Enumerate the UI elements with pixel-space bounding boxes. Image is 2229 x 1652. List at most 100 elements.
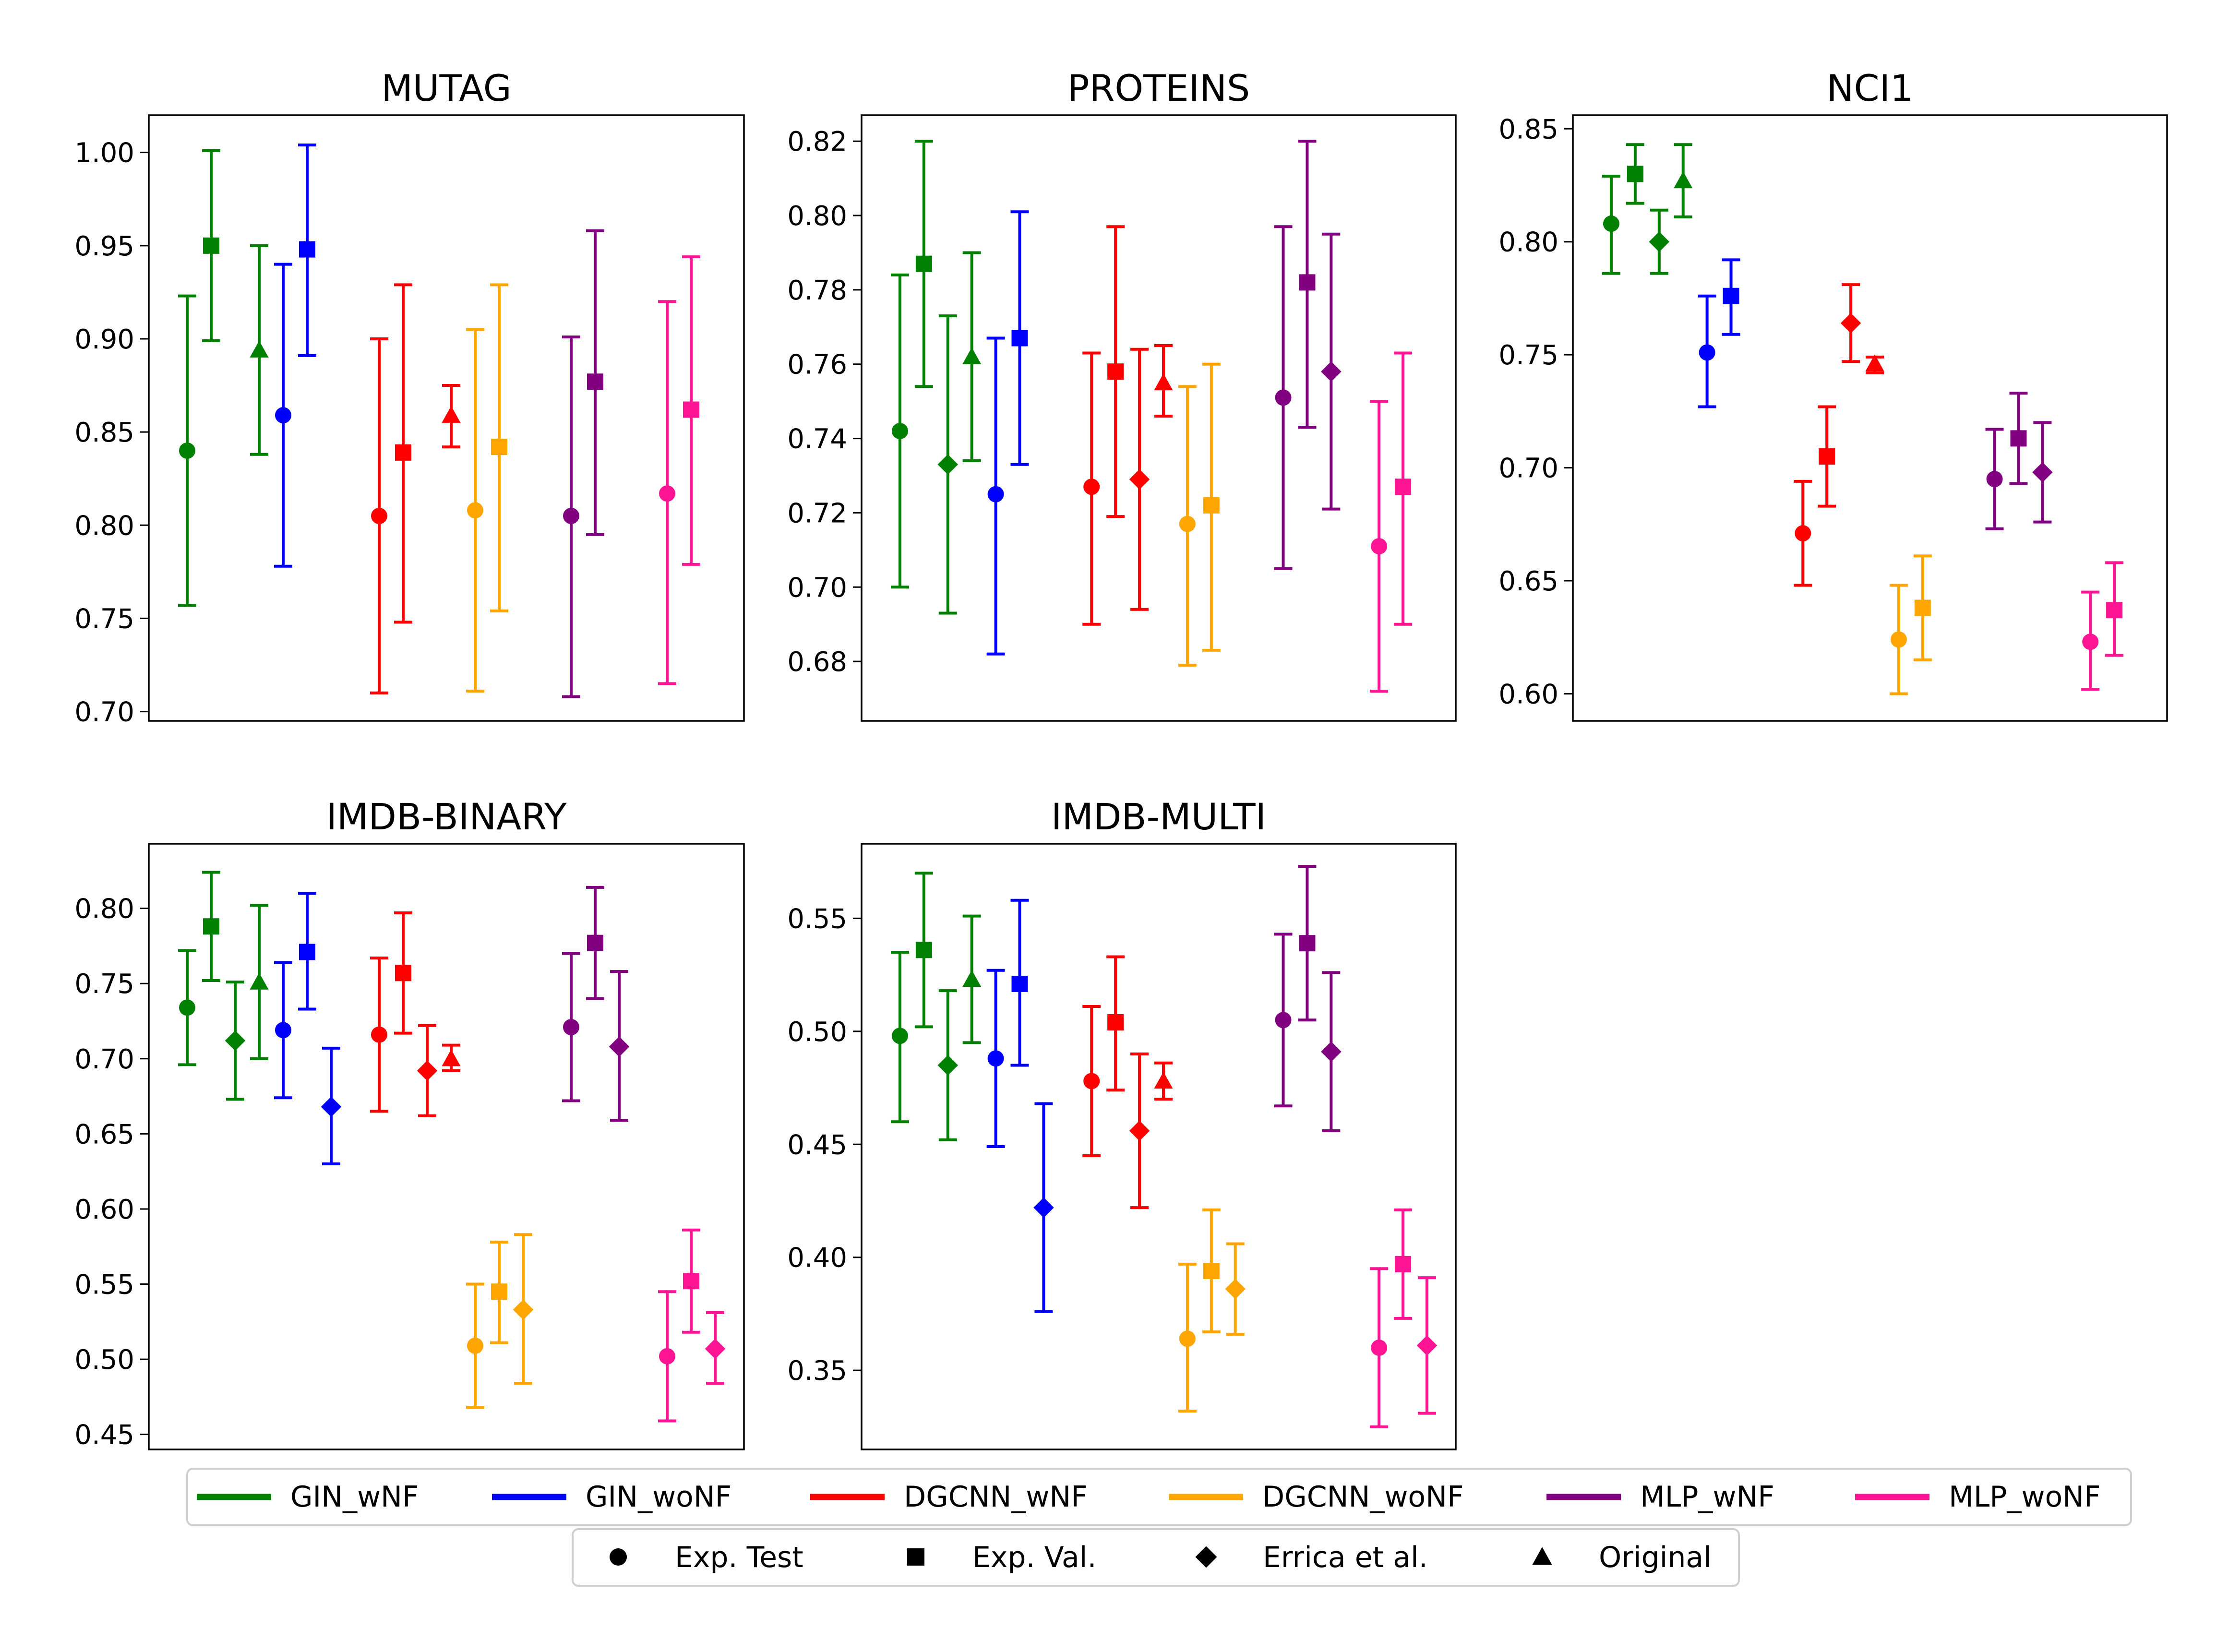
y-tick-label: 0.95 xyxy=(74,231,134,262)
y-tick-label: 0.80 xyxy=(1498,227,1558,258)
point-mlp-wnf-square xyxy=(586,229,604,536)
point-gin-wonf-circle xyxy=(274,961,292,1100)
y-tick-label: 0.80 xyxy=(74,510,134,541)
subplot-imdb-binary: IMDB-BINARY 0.45 0.50 0.55 0.60 0.65 0.70 0.75 0… xyxy=(74,795,745,1451)
y-tick-label: 0.80 xyxy=(74,894,134,925)
point-mlp-wnf-circle xyxy=(1274,225,1293,570)
y-tick-label: 0.45 xyxy=(787,1129,847,1161)
y-tick-label: 0.35 xyxy=(787,1355,847,1387)
point-mlp-wnf-square xyxy=(586,886,604,1000)
marker-square xyxy=(683,1273,699,1290)
legend-label: Exp. Test xyxy=(675,1541,803,1574)
marker-diamond xyxy=(417,1060,438,1081)
marker-diamond xyxy=(1840,312,1861,334)
marker-circle xyxy=(1275,389,1292,406)
subplot-title: PROTEINS xyxy=(1067,67,1250,109)
legend-item-gin-wonf: GIN_woNF xyxy=(492,1480,731,1514)
point-gin-wnf-circle xyxy=(890,273,909,589)
legend-label: DGCNN_woNF xyxy=(1262,1480,1464,1514)
marker-circle xyxy=(1179,515,1196,532)
marker-triangle xyxy=(250,340,269,358)
marker-diamond xyxy=(937,1055,959,1076)
subplot-title: IMDB-BINARY xyxy=(326,795,567,838)
subplots: MUTAG 0.70 0.75 0.80 0.85 0.90 0.95 1.00 PROTEIN… xyxy=(74,67,2168,1451)
marker-triangle xyxy=(442,1049,461,1066)
subplot-nci1: NCI1 0.60 0.65 0.70 0.75 0.80 0.85 xyxy=(1498,67,2168,722)
point-mlp-wnf-diamond xyxy=(1321,232,1342,511)
legend-markers-box xyxy=(572,1528,1740,1587)
point-dgcnn-wonf-circle xyxy=(466,1282,484,1409)
legend-label: GIN_wNF xyxy=(290,1480,419,1514)
axes-frame xyxy=(861,114,1457,722)
point-dgcnn-wnf-circle xyxy=(370,337,388,694)
point-gin-wnf-square xyxy=(1626,143,1644,205)
point-mlp-wnf-circle xyxy=(562,952,580,1102)
marker-triangle xyxy=(1154,373,1173,391)
y-tick-label: 0.70 xyxy=(74,1044,134,1075)
marker-square xyxy=(1395,479,1412,495)
marker-triangle xyxy=(250,972,269,990)
legend-label: GIN_woNF xyxy=(586,1480,731,1514)
point-gin-wnf-diamond xyxy=(1649,208,1670,275)
legend-marker-diamond xyxy=(1195,1546,1217,1568)
legend-label: MLP_woNF xyxy=(1949,1480,2101,1514)
marker-square xyxy=(587,373,603,390)
point-mlp-wnf-diamond xyxy=(609,970,630,1122)
marker-circle xyxy=(1890,631,1907,648)
point-dgcnn-wnf-triangle xyxy=(442,1043,461,1072)
marker-circle xyxy=(659,1348,675,1365)
y-tick-label: 0.75 xyxy=(1498,340,1558,371)
point-gin-wnf-diamond xyxy=(225,981,246,1101)
marker-diamond xyxy=(705,1338,726,1359)
marker-circle xyxy=(2082,634,2099,650)
point-gin-wnf-square xyxy=(914,140,933,388)
y-tick-label: 0.90 xyxy=(74,324,134,355)
marker-circle xyxy=(891,1028,908,1044)
legend-label: DGCNN_wNF xyxy=(904,1480,1088,1514)
point-dgcnn-wnf-square xyxy=(1106,955,1125,1092)
axes-frame xyxy=(148,843,745,1450)
marker-circle xyxy=(1371,1340,1388,1356)
y-tick-label: 0.75 xyxy=(74,603,134,634)
marker-triangle xyxy=(1674,171,1693,189)
marker-square xyxy=(491,439,507,455)
y-tick-label: 0.55 xyxy=(74,1269,134,1301)
point-mlp-wnf-circle xyxy=(1274,933,1293,1108)
marker-diamond xyxy=(225,1030,246,1051)
legend-marker-triangle xyxy=(1532,1547,1552,1565)
marker-circle xyxy=(1603,215,1619,232)
axes-frame xyxy=(148,114,745,722)
legend-label: Exp. Val. xyxy=(972,1541,1097,1574)
point-gin-wonf-square xyxy=(1010,210,1029,466)
y-tick-label: 0.74 xyxy=(787,424,847,455)
legend-models-box xyxy=(186,1468,2132,1526)
marker-triangle xyxy=(1865,354,1884,371)
marker-diamond xyxy=(321,1096,342,1117)
marker-square xyxy=(203,918,219,935)
point-gin-wonf-square xyxy=(1722,258,1740,336)
point-gin-wnf-diamond xyxy=(937,989,959,1141)
marker-diamond xyxy=(1649,231,1670,252)
marker-circle xyxy=(987,1050,1004,1067)
axes-frame xyxy=(1572,114,2168,722)
y-tick-label: 0.70 xyxy=(74,697,134,728)
marker-circle xyxy=(1179,1330,1196,1347)
marker-square xyxy=(683,401,699,418)
marker-diamond xyxy=(513,1299,534,1320)
legend-item-mlp-wnf: MLP_wNF xyxy=(1546,1480,1774,1514)
marker-diamond xyxy=(1129,469,1150,490)
subplot-proteins: PROTEINS 0.68 0.70 0.72 0.74 0.76 0.78 0.80 0.82 xyxy=(787,67,1457,722)
point-gin-wnf-square xyxy=(202,149,220,342)
point-dgcnn-wonf-diamond xyxy=(513,1233,534,1385)
marker-circle xyxy=(563,1019,579,1036)
marker-square xyxy=(1011,330,1028,347)
legend-item-diamond: Errica et al. xyxy=(1195,1541,1428,1574)
point-dgcnn-wonf-diamond xyxy=(1225,1242,1246,1336)
point-dgcnn-wonf-square xyxy=(490,283,508,612)
point-gin-wnf-triangle xyxy=(1674,143,1693,218)
y-tick-label: 0.50 xyxy=(74,1344,134,1376)
marker-square xyxy=(587,934,603,951)
marker-triangle xyxy=(442,406,461,423)
point-mlp-wonf-circle xyxy=(658,1290,676,1423)
y-tick-label: 0.75 xyxy=(74,969,134,1000)
